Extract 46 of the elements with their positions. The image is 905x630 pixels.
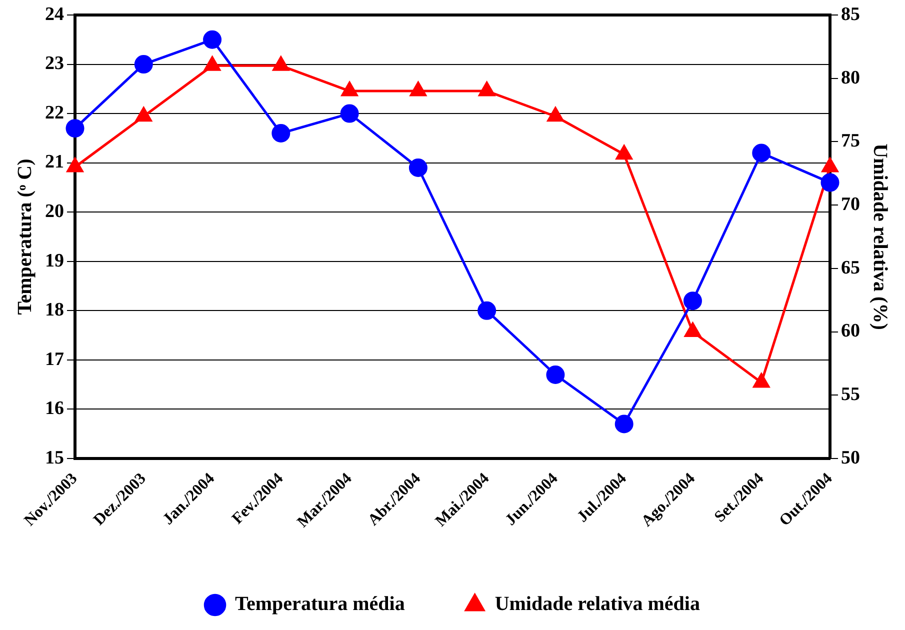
point	[135, 107, 152, 122]
y2-tick-label: 60	[841, 320, 860, 342]
point	[272, 124, 290, 143]
y2-tick-label: 75	[841, 130, 860, 152]
y-tick-label: 19	[45, 250, 64, 272]
point	[614, 414, 634, 434]
y2-tick-label: 70	[841, 194, 860, 215]
legend-label: Umidade relativa média	[494, 593, 700, 616]
point	[204, 56, 220, 71]
y-tick-label: 22	[45, 102, 64, 124]
point	[753, 373, 770, 388]
point	[340, 104, 359, 123]
y2-tick-label: 50	[841, 447, 860, 468]
y2-tick-label: 55	[841, 384, 860, 406]
y-tick-label: 17	[45, 348, 64, 370]
y-tick-label: 20	[45, 201, 64, 222]
point	[684, 322, 701, 338]
point	[820, 173, 840, 192]
y-tick-label: 24	[45, 4, 64, 25]
y2-axis-title: Umidade relativa (%)	[868, 144, 891, 330]
point	[408, 158, 428, 178]
y-tick-label: 15	[45, 447, 64, 468]
y-tick-label: 16	[45, 398, 64, 420]
point	[66, 158, 84, 172]
point	[478, 301, 496, 320]
point	[546, 365, 565, 384]
point	[66, 119, 84, 138]
point	[341, 82, 358, 96]
y-tick-label: 21	[45, 152, 64, 173]
point	[410, 82, 426, 96]
legend-label: Temperatura média	[235, 593, 405, 616]
y2-tick-label: 80	[841, 67, 860, 88]
y-tick-label: 23	[45, 53, 64, 74]
point	[822, 158, 838, 172]
point	[616, 145, 632, 160]
point	[478, 82, 495, 96]
y2-tick-label: 65	[841, 257, 860, 278]
y-axis-title: Temperatura (ᵒ C)	[14, 158, 36, 315]
point	[547, 107, 564, 122]
point	[752, 144, 771, 162]
point	[683, 292, 702, 310]
point	[203, 30, 222, 49]
y2-tick-label: 85	[841, 4, 860, 25]
point	[272, 56, 290, 71]
point	[134, 55, 153, 74]
y-tick-label: 18	[45, 300, 64, 321]
